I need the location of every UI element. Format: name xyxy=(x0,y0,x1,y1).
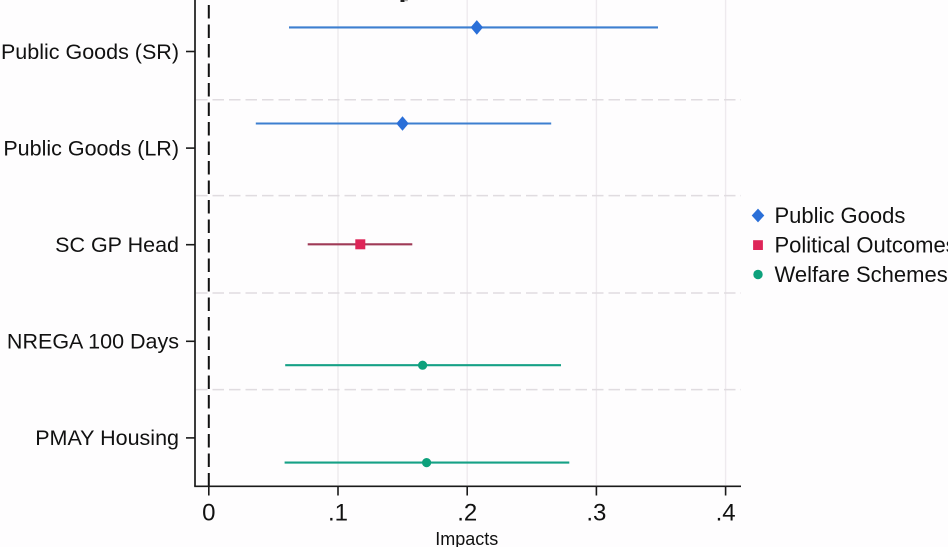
svg-text:Welfare Schemes: Welfare Schemes xyxy=(775,262,948,287)
svg-text:Political Outcomes: Political Outcomes xyxy=(775,233,948,258)
svg-text:Public Goods (LR): Public Goods (LR) xyxy=(3,136,179,160)
svg-text:.2: .2 xyxy=(457,499,477,526)
svg-text:.3: .3 xyxy=(586,499,606,526)
svg-text:Impacts: Impacts xyxy=(435,529,498,547)
svg-text:Public Goods (SR): Public Goods (SR) xyxy=(1,40,179,64)
svg-text:0: 0 xyxy=(202,500,215,527)
svg-text:PMAY Housing: PMAY Housing xyxy=(35,426,179,450)
svg-text:.1: .1 xyxy=(328,499,348,526)
svg-text:.4: .4 xyxy=(716,499,736,526)
svg-text:SC GP Head: SC GP Head xyxy=(55,233,179,257)
svg-text:NREGA 100 Days: NREGA 100 Days xyxy=(7,330,179,354)
svg-text:Public Goods: Public Goods xyxy=(775,203,906,228)
